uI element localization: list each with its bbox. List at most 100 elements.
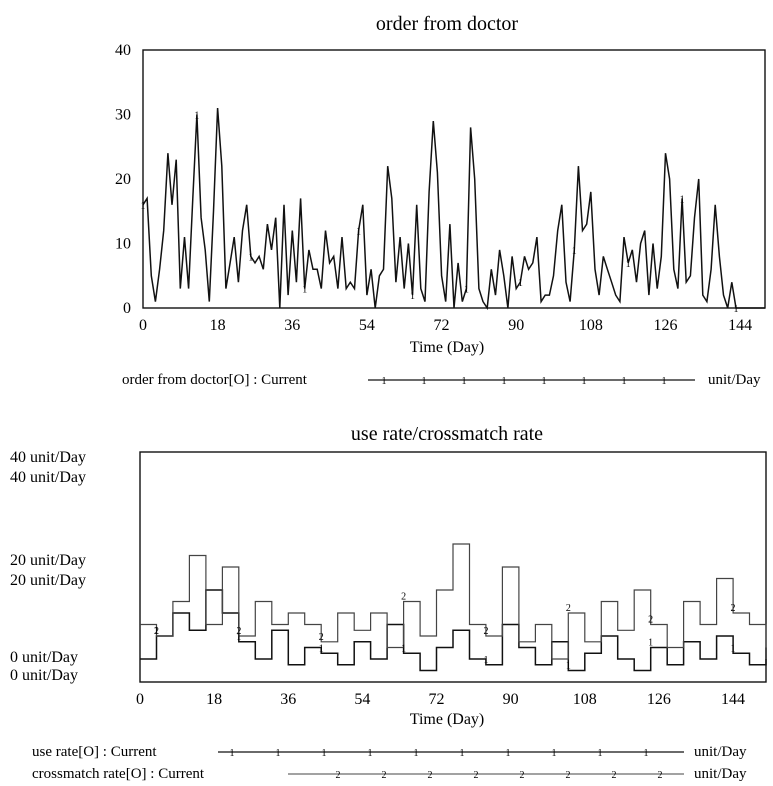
chart1-y-tick-label: 0 [123,300,131,317]
chart2-series-crossmatch-rate-line [140,543,767,660]
chart2-series-marker: 1 [731,643,736,654]
chart1-x-tick-label: 126 [653,317,677,334]
chart1-legend-marker: 1 [422,376,427,387]
chart1-legend-marker: 1 [622,376,627,387]
chart1-legend-markers: 1 1 1 1 1 1 1 1 [382,376,667,387]
chart2-x-tick-label: 108 [573,691,597,708]
chart1-series-marker: 1 [248,252,253,263]
chart2-legend-marker-use-rate: 1 [230,748,235,759]
chart2-y-tick-label: 40 unit/Day [10,449,86,466]
chart1-series-marker: 1 [572,246,577,257]
chart2-x-tick-label: 90 [503,691,519,708]
chart1-series-marker: 1 [626,259,631,270]
chart1-legend-marker: 1 [662,376,667,387]
chart2-y-tick-label: 40 unit/Day [10,469,86,486]
chart1-series-marker: 1 [518,278,523,289]
chart1-series-marker: 1 [194,111,199,122]
chart2-x-tick-label: 36 [280,691,296,708]
chart2-series-marker: 1 [236,632,241,643]
chart1-y-tick-label: 10 [115,236,131,253]
chart1-series-marker: 1 [302,285,307,296]
chart2-series-marker: 2 [401,592,406,603]
chart2-x-tick-label: 126 [647,691,671,708]
chart2-series-marker: 1 [648,638,653,649]
chart1-series-marker: 1 [680,194,685,205]
chart1-x-tick-label: 54 [359,317,375,334]
chart2-series-use-rate-line [140,589,767,672]
chart1-series-marker: 1 [464,285,469,296]
chart1-y-tick-label: 30 [115,107,131,124]
chart1-legend-label: order from doctor[O] : Current [122,372,308,388]
chart2-legend-unit-use-rate: unit/Day [694,744,747,760]
chart2-x-tick-label: 144 [721,691,745,708]
chart2-legend-marker-use-rate: 1 [276,748,281,759]
chart1-x-tick-label: 90 [508,317,524,334]
chart1-x-tick-label: 18 [210,317,226,334]
chart2-legend-marker-use-rate: 1 [644,748,649,759]
chart2-legend-marker-crossmatch-rate: 2 [336,770,341,781]
chart1-title: order from doctor [376,13,519,35]
chart2-x-tick-label: 54 [354,691,370,708]
chart2-x-tick-label: 72 [429,691,445,708]
chart2-legend-markers-crossmatch-rate: 2 2 2 2 2 2 2 2 [336,770,663,781]
chart1-series-marker: 1 [141,201,146,212]
chart2-series-marker: 1 [483,655,488,666]
chart1-x-tick-label: 72 [434,317,450,334]
chart2-legend-marker-crossmatch-rate: 2 [474,770,479,781]
chart1-legend-marker: 1 [502,376,507,387]
chart1-x-tick-label: 144 [728,317,752,334]
chart2-legend-marker-use-rate: 1 [598,748,603,759]
chart2-series-marker: 1 [401,643,406,654]
chart1-y-tick-label: 20 [115,171,131,188]
chart2-series-marker: 2 [648,615,653,626]
chart2-legend-markers-use-rate: 1 1 1 1 1 1 1 1 1 1 [230,748,649,759]
chart2-legend-marker-crossmatch-rate: 2 [612,770,617,781]
chart2-legend-marker-use-rate: 1 [368,748,373,759]
chart1-legend-unit: unit/Day [708,372,761,388]
chart1-series-markers: 1 1 1 1 1 1 1 1 1 1 1 1 [141,111,739,316]
chart2-title: use rate/crossmatch rate [351,423,543,445]
chart2-y-tick-label: 20 unit/Day [10,572,86,589]
chart2-y-ticks: 40 unit/Day 40 unit/Day 20 unit/Day 20 unit… [10,449,86,684]
chart2-legend-marker-use-rate: 1 [552,748,557,759]
chart1-series-marker: 1 [733,304,738,315]
chart1-legend-marker: 1 [462,376,467,387]
chart2-legend-marker-crossmatch-rate: 2 [520,770,525,781]
chart1-y-tick-label: 40 [115,42,131,59]
chart2-legend-marker-use-rate: 1 [506,748,511,759]
chart1-x-tick-label: 0 [139,317,147,334]
chart1-x-ticks: 0 18 36 54 72 90 108 126 144 [139,317,752,334]
chart2-plot-frame [139,451,767,683]
chart2-legend-marker-use-rate: 1 [460,748,465,759]
chart2-series-marker: 2 [483,626,488,637]
chart2-legend-marker-use-rate: 1 [322,748,327,759]
chart1-legend-marker: 1 [582,376,587,387]
chart2-x-tick-label: 0 [136,691,144,708]
chart1-x-tick-label: 108 [579,317,603,334]
chart2-legend-unit-crossmatch-rate: unit/Day [694,766,747,782]
chart2-series-marker: 2 [319,632,324,643]
chart2-series-marker: 2 [566,603,571,614]
chart2-x-tick-label: 18 [206,691,222,708]
chart2-legend-marker-crossmatch-rate: 2 [428,770,433,781]
chart2-legend-marker-crossmatch-rate: 2 [566,770,571,781]
chart1-x-tick-label: 36 [284,317,300,334]
chart2-legend-label-use-rate: use rate[O] : Current [32,744,157,760]
chart1-series-line [142,107,765,311]
chart1-series-marker: 1 [356,227,361,238]
chart2-series-marker: 2 [236,626,241,637]
chart2-y-tick-label: 20 unit/Day [10,552,86,569]
chart2-series-marker: 2 [731,603,736,614]
chart1-plot-frame [142,49,766,309]
chart2-legend-label-crossmatch-rate: crossmatch rate[O] : Current [32,766,205,782]
chart1-legend-marker: 1 [382,376,387,387]
chart1-series-marker: 1 [410,291,415,302]
chart2-series-marker: 1 [319,643,324,654]
chart2-legend-marker-crossmatch-rate: 2 [658,770,663,781]
chart2-x-ticks: 0 18 36 54 72 90 108 126 144 [136,691,745,708]
